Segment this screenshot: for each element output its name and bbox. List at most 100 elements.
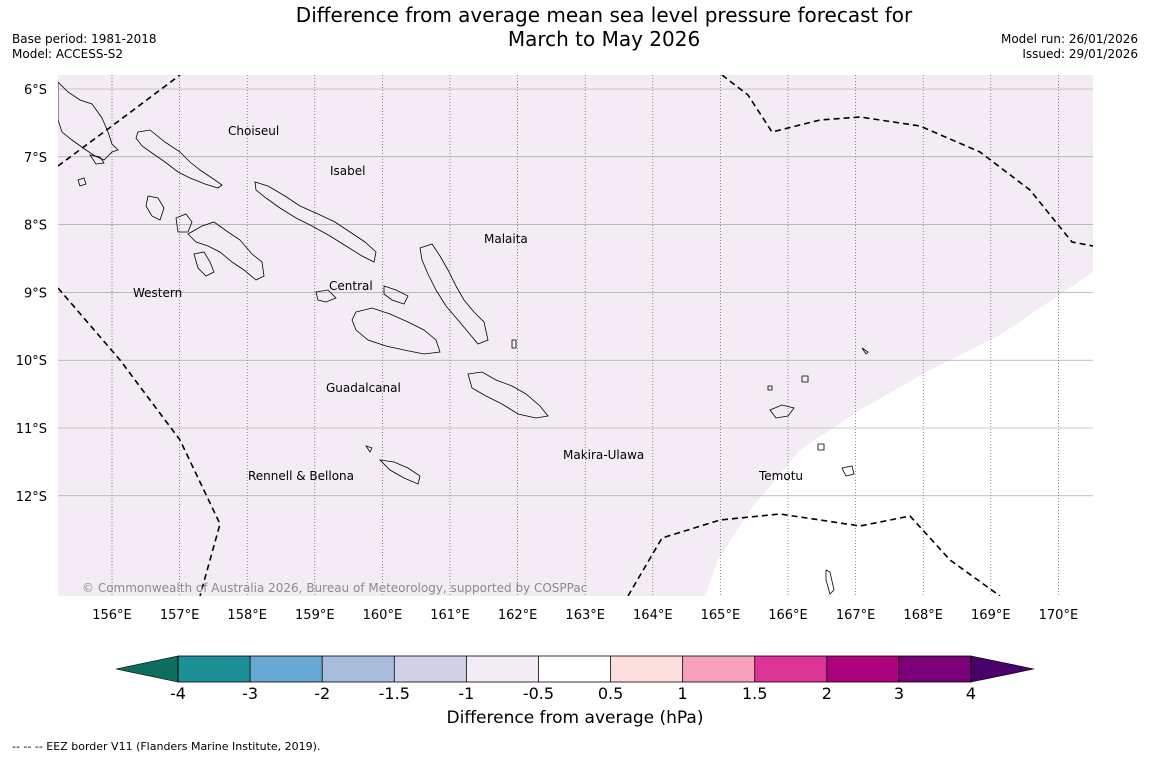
model-name: Model: ACCESS-S2 bbox=[12, 47, 124, 61]
label-guadalcanal: Guadalcanal bbox=[326, 381, 401, 395]
island-reef bbox=[801, 375, 809, 383]
model-run: Model run: 26/01/2026 bbox=[1000, 32, 1138, 46]
label-malaita: Malaita bbox=[484, 232, 528, 246]
title-line-1: Difference from average mean sea level p… bbox=[295, 3, 913, 27]
island-bougainville bbox=[58, 81, 119, 161]
colorbar: -4 -3 -2 -1.5 -1 -0.5 0.5 1 1.5 2 3 4 bbox=[115, 655, 1035, 703]
label-isabel: Isabel bbox=[330, 164, 365, 178]
eez-line-northwest bbox=[58, 75, 181, 167]
colorbar-swatch bbox=[682, 656, 755, 682]
island-guadalcanal bbox=[351, 307, 441, 355]
label-makira-ulawa: Makira-Ulawa bbox=[563, 448, 644, 462]
eez-line-west bbox=[58, 287, 221, 596]
longitude-label: 168°E bbox=[903, 608, 943, 623]
longitude-label: 157°E bbox=[160, 608, 200, 623]
colorbar-tick-label: 1.5 bbox=[742, 684, 767, 703]
meta-right: Model run: 26/01/2026 Issued: 29/01/2026 bbox=[1001, 32, 1138, 62]
island-choiseul bbox=[135, 129, 223, 189]
island-utupua bbox=[817, 443, 825, 451]
island-vanikoro bbox=[841, 465, 855, 477]
issued-date: Issued: 29/01/2026 bbox=[1022, 47, 1138, 61]
latitude-label: 9°S bbox=[24, 286, 47, 301]
colorbar-tick-label: 4 bbox=[966, 684, 976, 703]
colorbar-tick-label: 3 bbox=[894, 684, 904, 703]
label-central: Central bbox=[329, 279, 373, 293]
colorbar-swatch bbox=[538, 656, 611, 682]
latitude-labels: 6°S 7°S 8°S 9°S 10°S 11°S 12°S bbox=[16, 83, 47, 505]
colorbar-swatch bbox=[250, 656, 323, 682]
island-rennell bbox=[378, 459, 421, 485]
island-shortland bbox=[89, 154, 105, 165]
latitude-label: 6°S bbox=[24, 83, 47, 98]
island-bellona bbox=[365, 445, 373, 453]
eez-legend: -- -- -- EEZ border V11 (Flanders Marine… bbox=[12, 740, 321, 753]
label-choiseul: Choiseul bbox=[228, 124, 279, 138]
longitude-label: 162°E bbox=[498, 608, 538, 623]
island-small-west bbox=[77, 177, 87, 187]
colorbar-swatch bbox=[610, 656, 683, 682]
longitude-label: 165°E bbox=[701, 608, 741, 623]
colorbar-label: Difference from average (hPa) bbox=[446, 708, 704, 728]
colorbar-high-extend bbox=[970, 655, 1035, 683]
island-tikopia bbox=[767, 385, 773, 391]
colorbar-swatch bbox=[322, 656, 395, 682]
island-vella bbox=[145, 195, 165, 221]
colorbar-swatch bbox=[826, 656, 899, 682]
eez-line-north bbox=[721, 75, 1093, 247]
graticule bbox=[58, 75, 1093, 596]
colorbar-swatch bbox=[754, 656, 827, 682]
eez-borders bbox=[58, 75, 1093, 596]
latitude-label: 12°S bbox=[16, 490, 47, 505]
pressure-anomaly-shading bbox=[58, 75, 1093, 596]
colorbar-swatch bbox=[178, 656, 251, 682]
longitude-label: 170°E bbox=[1039, 608, 1079, 623]
meta-left: Base period: 1981-2018 Model: ACCESS-S2 bbox=[12, 32, 157, 62]
longitude-label: 160°E bbox=[363, 608, 403, 623]
island-rendova bbox=[193, 251, 215, 277]
colorbar-swatch bbox=[466, 656, 539, 682]
colorbar-tick-label: -1.5 bbox=[379, 684, 410, 703]
island-santa-cruz bbox=[769, 404, 795, 419]
map-area bbox=[58, 75, 1093, 596]
colorbar-tick-label: -1 bbox=[458, 684, 474, 703]
label-western: Western bbox=[133, 286, 182, 300]
island-russell bbox=[383, 285, 409, 305]
colorbar-tick-label: -0.5 bbox=[523, 684, 554, 703]
island-anuta bbox=[825, 569, 835, 595]
colorbar-low-extend bbox=[115, 655, 179, 683]
island-makira bbox=[467, 371, 549, 419]
colorbar-swatch bbox=[394, 656, 467, 682]
longitude-labels: 156°E 157°E 158°E 159°E 160°E 161°E 162°E 163°E… bbox=[92, 608, 1078, 623]
island-isabel bbox=[254, 181, 377, 263]
colorbar-tick-label: -4 bbox=[170, 684, 186, 703]
longitude-label: 166°E bbox=[768, 608, 808, 623]
longitude-label: 163°E bbox=[565, 608, 605, 623]
colorbar-tick-label: 0.5 bbox=[598, 684, 623, 703]
island-ulawa bbox=[511, 339, 517, 349]
label-rennell-bellona: Rennell & Bellona bbox=[248, 469, 354, 483]
colorbar-tick-label: -3 bbox=[242, 684, 258, 703]
label-temotu: Temotu bbox=[758, 469, 803, 483]
island-duff bbox=[861, 347, 869, 355]
longitude-label: 169°E bbox=[971, 608, 1011, 623]
latitude-label: 11°S bbox=[16, 422, 47, 437]
latitude-label: 10°S bbox=[16, 354, 47, 369]
island-malaita bbox=[419, 243, 489, 345]
longitude-label: 167°E bbox=[836, 608, 876, 623]
coastlines bbox=[58, 81, 869, 595]
island-kolombangara bbox=[175, 213, 193, 233]
latitude-label: 8°S bbox=[24, 219, 47, 234]
title-line-2: March to May 2026 bbox=[507, 27, 701, 51]
colorbar-tick-label: 2 bbox=[822, 684, 832, 703]
longitude-label: 158°E bbox=[227, 608, 267, 623]
copyright-notice: © Commonwealth of Australia 2026, Bureau… bbox=[82, 581, 587, 595]
island-new-georgia bbox=[187, 221, 265, 281]
longitude-label: 159°E bbox=[295, 608, 335, 623]
base-period: Base period: 1981-2018 bbox=[12, 32, 157, 46]
island-florida bbox=[315, 289, 337, 303]
longitude-label: 161°E bbox=[430, 608, 470, 623]
colorbar-tick-label: -2 bbox=[314, 684, 330, 703]
longitude-label: 156°E bbox=[92, 608, 132, 623]
colorbar-tick-label: 1 bbox=[678, 684, 688, 703]
